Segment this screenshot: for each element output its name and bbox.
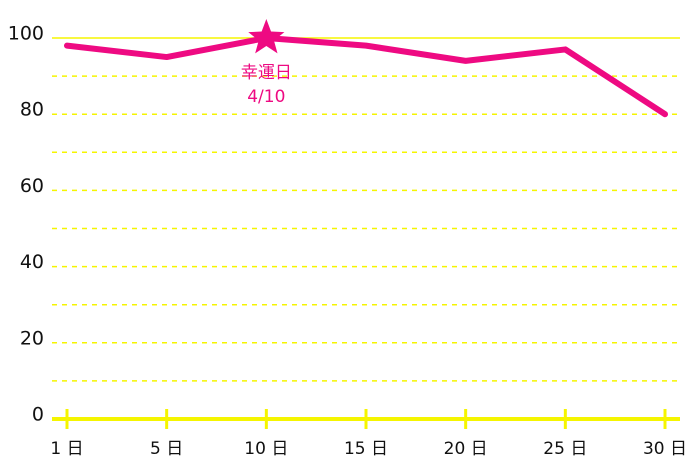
x-tick-label: 30 日 xyxy=(643,439,687,459)
line xyxy=(64,35,668,118)
x-tick-label: 15 日 xyxy=(344,439,388,459)
y-tick-label: 100 xyxy=(8,23,44,45)
y-tick-label: 20 xyxy=(20,327,44,349)
x-tick-label: 5 日 xyxy=(150,439,183,459)
y-tick-label: 80 xyxy=(20,99,44,121)
x-tick-label: 1 日 xyxy=(50,439,83,459)
y-tick-label: 60 xyxy=(20,175,44,197)
annotation-text: 4/10 xyxy=(247,87,285,107)
x-tick-label: 10 日 xyxy=(244,439,288,459)
x-tick-label: 20 日 xyxy=(444,439,488,459)
y-tick-label: 0 xyxy=(32,404,44,426)
annotation-text: 幸運日 xyxy=(241,63,292,83)
annotation-star xyxy=(248,19,285,54)
x-tick-label: 25 日 xyxy=(543,439,587,459)
y-tick-label: 40 xyxy=(20,251,44,273)
